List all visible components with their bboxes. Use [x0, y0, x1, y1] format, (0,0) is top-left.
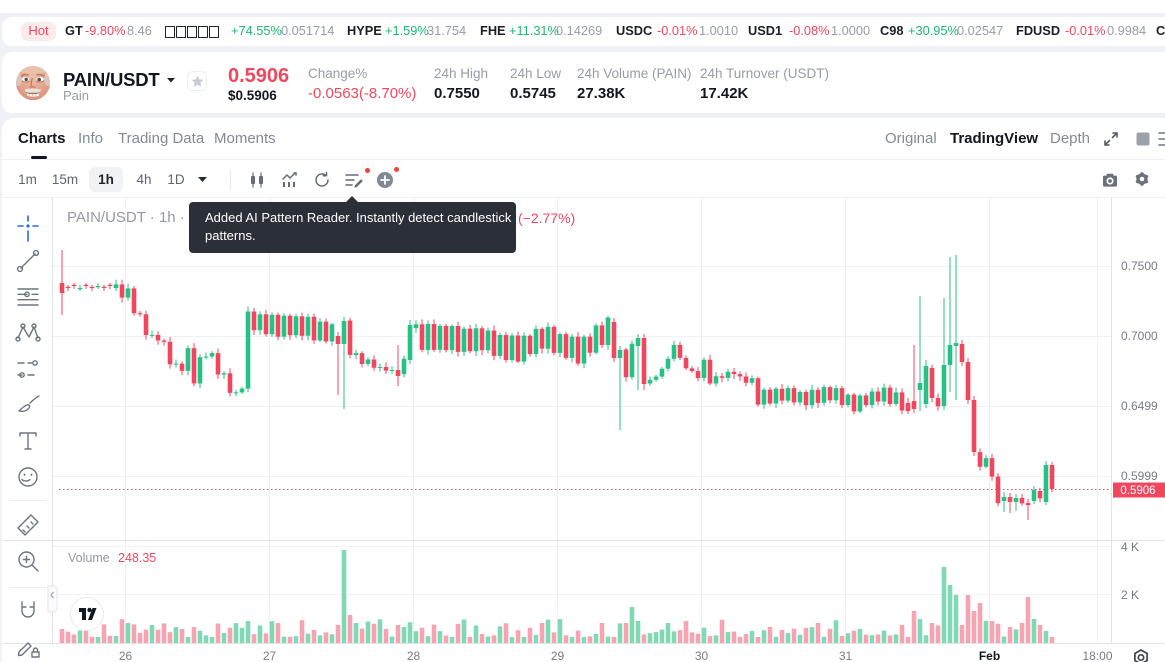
svg-text:30: 30: [695, 649, 709, 662]
svg-text:4 K: 4 K: [1121, 540, 1139, 554]
svg-text:(−2.77%): (−2.77%): [518, 210, 575, 226]
svg-text:0.5999: 0.5999: [1121, 469, 1158, 483]
svg-text:0.7000: 0.7000: [1121, 329, 1158, 343]
svg-text:0.5906: 0.5906: [1120, 485, 1155, 497]
svg-text:28: 28: [407, 649, 421, 662]
svg-text:26: 26: [119, 649, 133, 662]
svg-text:0.7500: 0.7500: [1121, 259, 1158, 273]
svg-text:Feb: Feb: [979, 649, 1000, 662]
svg-text:27: 27: [263, 649, 277, 662]
svg-text:18:00: 18:00: [1082, 649, 1112, 662]
svg-text:29: 29: [551, 649, 565, 662]
svg-text:2 K: 2 K: [1121, 588, 1139, 602]
svg-text:Volume: Volume: [68, 551, 110, 565]
svg-text:31: 31: [839, 649, 853, 662]
svg-text:248.35: 248.35: [118, 551, 156, 565]
svg-text:0.6499: 0.6499: [1121, 399, 1158, 413]
